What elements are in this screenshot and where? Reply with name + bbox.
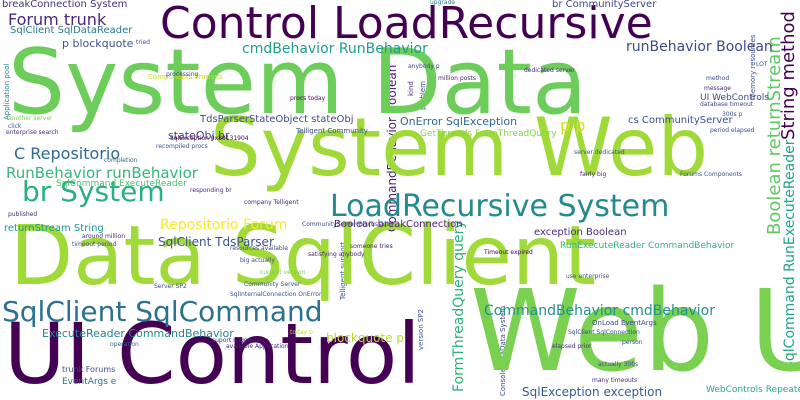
cloud-word: LOT [756,61,768,68]
cloud-word: CommandBehavior cmdBehavior [484,303,715,319]
cloud-word: OnError SqlException [400,115,518,128]
cloud-word: SqlClient SqlConnection [568,329,640,336]
cloud-word: C Repositorio [14,144,121,163]
cloud-word: br System [22,175,165,208]
cloud-word: LoadRecursive System [330,189,670,224]
cloud-word: dedicated server [524,67,575,74]
cloud-word: runBehavior Boolean [626,39,773,55]
cloud-word: returnStream String [4,223,104,234]
cloud-word: breakConnection System [2,0,128,10]
cloud-word: Repositorio Forum [160,217,288,233]
cloud-word: System Data [8,30,588,135]
cloud-word: System Web [210,101,709,194]
cloud-word: resources available [230,245,289,252]
cloud-word: actually 300s [598,361,639,368]
cloud-word: company Telligent [244,199,299,206]
cloud-word: br CommunityServer [552,0,657,10]
cloud-word: timeout period [72,241,117,248]
cloud-word: SqlClient SqlDataReader [10,25,133,36]
cloud-word: published [8,211,38,218]
cloud-word: million posts [438,75,476,82]
cloud-word: server dedicated [574,149,625,156]
cloud-word: anybody p [408,63,440,70]
cloud-word: processing [166,71,199,78]
cloud-word: elapsed prior [552,343,592,350]
cloud-word: TdsParserStateObject stateObj [200,114,354,125]
cloud-word: Server SP2 [154,283,187,290]
cloud-word: RunExecuteReader CommandBehavior [560,241,735,251]
cloud-word: SqlClient TdsParser [158,235,274,249]
cloud-word: message [704,85,731,92]
cloud-word: blockquote p [326,331,404,345]
cloud-word: p blockquote [62,37,134,50]
cloud-word: cs CommunityServer [628,115,733,126]
cloud-word: GetThreads FormThreadQuery [420,129,557,139]
cloud-word: UI WebControls [700,93,769,103]
cloud-word: many timeouts [592,377,638,384]
cloud-word: Forums Components [680,171,743,178]
cloud-word: procs today [290,95,326,102]
cloud-word: WebControls Repeater [706,385,800,395]
cloud-word: Community Server [244,281,301,288]
cloud-word: ExecuteReader CommandBehavior [42,327,234,340]
cloud-word: recompiled procs [156,143,208,150]
cloud-word: Components Threads [148,73,223,81]
cloud-word: completion [104,157,138,164]
cloud-word: fairly big [580,171,607,178]
cloud-word: CommunityServer Discussions [302,221,394,228]
cloud-word: suport suggested [212,337,265,344]
cloud-word: p p [560,116,586,135]
cloud-word: enterprise search [6,129,59,136]
cloud-word: today p [290,329,313,336]
cloud-word: EventArgs e [62,377,117,387]
cloud-word: operation [110,341,139,348]
cloud-word: Data SqlClient [10,209,597,304]
cloud-word: tried [136,39,150,46]
cloud-word: another server [8,115,53,122]
cloud-word: upgrade [430,0,456,6]
cloud-word: cmdBehavior RunBehavior [242,41,428,57]
cloud-word: trunk Forums [62,365,116,374]
cloud-word: click [8,123,22,130]
cloud-word: database timeout [700,101,754,108]
cloud-word: use enterprise [566,273,610,280]
cloud-word: SqlException 0x80131904 [170,135,249,142]
cloud-word: responding br [190,187,232,194]
cloud-word: Web UI [470,267,800,397]
cloud-word: SqlClient SqlCommand [2,295,323,328]
cloud-word: exception Boolean [534,227,627,238]
cloud-word: Control LoadRecursive [160,0,653,49]
cloud-word: period elapsed [710,127,755,134]
cloud-word: 300s p [722,111,743,118]
cloud-word: current version [260,269,306,276]
cloud-word: Forum trunk [8,10,107,29]
cloud-word: UI Control [4,305,421,400]
cloud-word: around million [82,233,125,240]
cloud-word: satisfying anybody [308,251,365,258]
cloud-word: Telligent Community [296,127,368,135]
cloud-word: method [706,75,730,82]
cloud-word: someone tries [350,243,393,250]
cloud-word: SqlInternalConnection OnError [230,291,322,298]
cloud-word: Timeout expired [484,249,533,256]
cloud-word: person [622,339,643,346]
cloud-word: String method [778,11,799,140]
cloud-word: RunBehavior runBehavior [6,164,198,182]
cloud-word: SqlCommand ExecuteReader [56,179,187,189]
cloud-word: big actually [240,257,275,264]
cloud-word: available Application [226,343,289,350]
cloud-word: OnLoad EventArgs [592,319,657,327]
cloud-word: Boolean breakConnection [334,219,463,230]
cloud-word: stateObj br [168,129,230,142]
cloud-word: SqlException exception [522,385,663,399]
